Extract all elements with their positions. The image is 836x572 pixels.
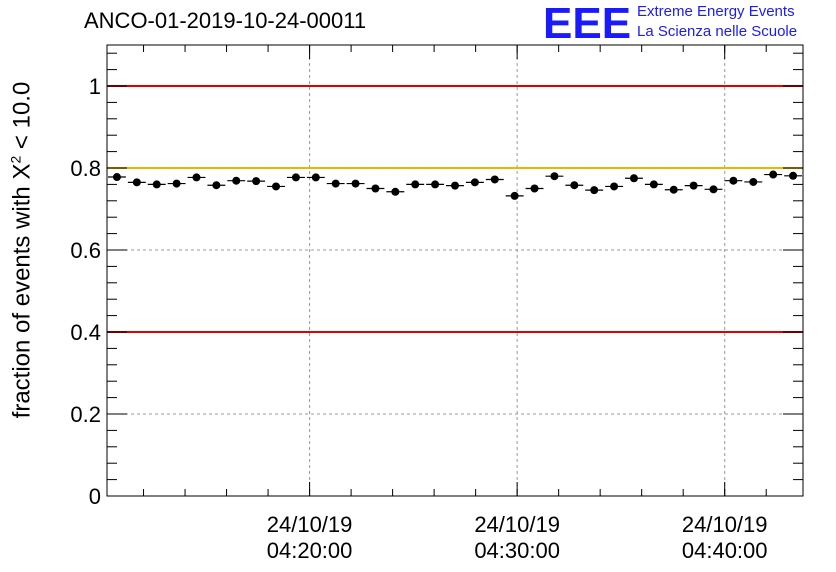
data-point	[212, 181, 221, 190]
data-point	[530, 184, 539, 193]
data-point	[490, 175, 499, 184]
data-point	[351, 179, 360, 188]
y-tick-labels: 0 0.2 0.4 0.6 0.8 1	[70, 74, 101, 509]
x-tick-label-time: 04:20:00	[267, 538, 353, 563]
data-point	[152, 180, 161, 189]
eee-logo: EEE	[543, 0, 632, 48]
y-tick-label: 0.4	[70, 320, 101, 345]
data-point	[749, 177, 758, 186]
data-point	[510, 191, 519, 200]
data-point	[331, 179, 340, 188]
data-point	[470, 178, 479, 187]
data-point	[689, 181, 698, 190]
data-point	[769, 170, 778, 179]
reference-lines	[107, 85, 803, 333]
y-tick-label: 1	[89, 74, 101, 99]
data-point	[291, 173, 300, 182]
plot-frame	[106, 44, 804, 497]
data-point	[311, 173, 320, 182]
data-point	[610, 182, 619, 191]
data-point	[789, 171, 798, 180]
data-point	[232, 176, 241, 185]
y-tick-label: 0.6	[70, 238, 101, 263]
data-points	[108, 170, 802, 200]
x-tick-label-time: 04:30:00	[474, 538, 560, 563]
y-axis-label: fraction of events with X2 < 10.0	[7, 81, 36, 419]
data-point	[669, 185, 678, 194]
grid-lines	[107, 45, 803, 496]
logo-text-line2: La Scienza nelle Scuole	[637, 23, 798, 40]
x-tick-label-time: 04:40:00	[682, 538, 768, 563]
data-point	[132, 178, 141, 187]
data-point	[451, 181, 459, 190]
x-tick-label-date: 24/10/19	[474, 512, 560, 537]
data-point	[371, 184, 380, 193]
data-point	[590, 186, 599, 195]
data-point	[649, 180, 658, 189]
data-point	[431, 180, 440, 189]
data-point	[252, 177, 261, 186]
data-point	[272, 182, 281, 191]
data-point	[709, 185, 718, 194]
data-point	[550, 172, 559, 181]
y-tick-label: 0.2	[70, 402, 101, 427]
chart-title: ANCO-01-2019-10-24-00011	[84, 8, 367, 33]
x-tick-labels: 24/10/1904:20:0024/10/1904:30:0024/10/19…	[267, 512, 768, 563]
data-point	[570, 181, 579, 190]
data-point	[411, 180, 420, 189]
data-point	[391, 187, 400, 196]
data-point	[112, 173, 121, 182]
logo-text-line1: Extreme Energy Events	[637, 3, 795, 20]
y-tick-label: 0	[89, 484, 101, 509]
data-point	[172, 179, 181, 188]
axis-ticks	[107, 45, 803, 497]
y-tick-label: 0.8	[70, 156, 101, 181]
data-point	[729, 176, 738, 185]
data-point	[629, 174, 638, 183]
x-tick-label-date: 24/10/19	[267, 512, 353, 537]
data-point	[192, 173, 201, 182]
x-tick-label-date: 24/10/19	[682, 512, 768, 537]
